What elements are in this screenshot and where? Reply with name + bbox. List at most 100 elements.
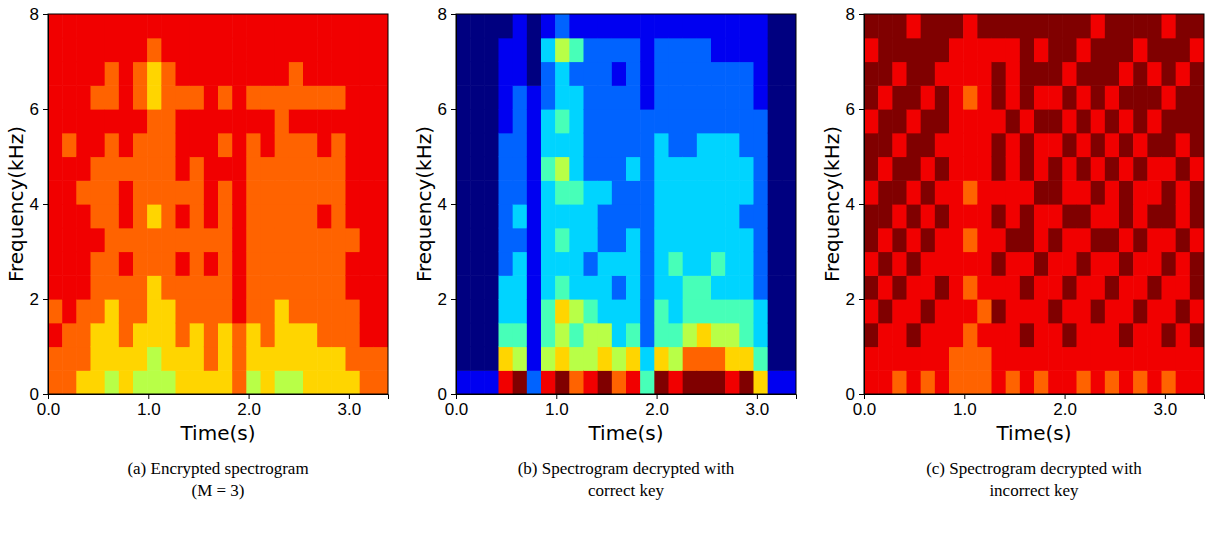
y-tick-label: 0 [30,385,39,404]
heatmap-cell [1077,347,1092,371]
heatmap-cell [1176,85,1191,109]
heatmap-cell [62,299,77,323]
heatmap-cell [1091,204,1106,228]
heatmap-cell [654,228,669,252]
heatmap-cell [669,323,684,347]
heatmap-cell [864,85,879,109]
panel-caption: (M = 3) [191,481,244,500]
heatmap-cell [331,347,346,371]
heatmap-cell [62,109,77,133]
heatmap-cell [864,180,879,204]
heatmap-cell [768,38,783,62]
heatmap-cell [527,275,542,299]
heatmap-cell [864,204,879,228]
heatmap-cell [289,228,304,252]
heatmap-cell [527,252,542,276]
x-tick: 1.0 [953,394,977,419]
heatmap-cell [949,38,964,62]
heatmap-cell [261,204,276,228]
heatmap-cell [246,180,261,204]
heatmap-cell [1006,204,1021,228]
heatmap-cell [739,14,754,38]
heatmap-cell [289,204,304,228]
y-axis: 02468 [30,5,49,404]
y-tick-label: 6 [438,100,447,119]
heatmap-cell [963,62,978,86]
heatmap-cell [105,180,120,204]
heatmap-cell [1048,109,1063,133]
heatmap-cell [374,180,388,204]
x-tick-mark [1065,394,1066,399]
heatmap-cell [584,180,599,204]
y-tick: 4 [846,195,864,214]
x-tick: 0.0 [37,394,61,419]
heatmap-cell [626,204,641,228]
heatmap-cell [289,157,304,181]
heatmap-cell [754,85,769,109]
heatmap-cell [963,275,978,299]
heatmap-cell [711,347,726,371]
heatmap-cell [992,228,1007,252]
heatmap-cell [317,252,332,276]
heatmap-cell [598,370,613,394]
heatmap-cell [555,370,570,394]
heatmap-cell [949,228,964,252]
heatmap-cell [640,109,655,133]
heatmap-cell [105,204,120,228]
heatmap-cell [91,275,106,299]
heatmap-cell [1162,370,1177,394]
heatmap-cell [261,299,276,323]
heatmap-cell [598,14,613,38]
heatmap-cell [1077,299,1092,323]
heatmap-cell [499,62,514,86]
heatmap-cell [1020,370,1035,394]
heatmap-cell [584,275,599,299]
heatmap-cell [261,157,276,181]
heatmap-cell [1105,252,1120,276]
heatmap-cell [147,133,162,157]
heatmap-cell [303,133,318,157]
heatmap-cell [1006,109,1021,133]
heatmap-cell [1091,275,1106,299]
x-tick-mark [556,394,557,399]
heatmap-cell [584,157,599,181]
heatmap-cell [864,323,879,347]
heatmap-cell [204,157,219,181]
heatmap-cell [754,62,769,86]
heatmap-cell [1020,133,1035,157]
heatmap-cell [768,299,783,323]
heatmap-cell [204,62,219,86]
heatmap-cell [725,38,740,62]
heatmap-cell [317,109,332,133]
heatmap-cell [232,228,247,252]
heatmap-cell [739,252,754,276]
heatmap-cell [977,62,992,86]
heatmap-cell [697,62,712,86]
heatmap-cell [161,228,176,252]
heatmap-cell [133,180,148,204]
x-tick: 3.0 [338,394,362,419]
panel-caption: incorrect key [989,481,1079,500]
heatmap-cell [1190,370,1204,394]
y-tick-label: 0 [846,385,855,404]
heatmap-cell [1091,180,1106,204]
heatmap-cell [640,275,655,299]
heatmap-cell [360,85,375,109]
x-tick-mark [757,394,758,399]
heatmap-cell [161,133,176,157]
heatmap-cell [725,62,740,86]
heatmap-cell [992,275,1007,299]
heatmap-cell [949,62,964,86]
y-axis-line [451,15,457,395]
heatmap-cell [654,299,669,323]
heatmap-cell [612,157,627,181]
heatmap-cell [317,14,332,38]
heatmap-cell [1190,252,1204,276]
heatmap-cell [456,228,471,252]
heatmap-cell [569,62,584,86]
heatmap-cell [569,14,584,38]
heatmap-cell [1091,299,1106,323]
heatmap-cell [697,275,712,299]
heatmap-cell [640,370,655,394]
heatmap-cell [48,157,63,181]
